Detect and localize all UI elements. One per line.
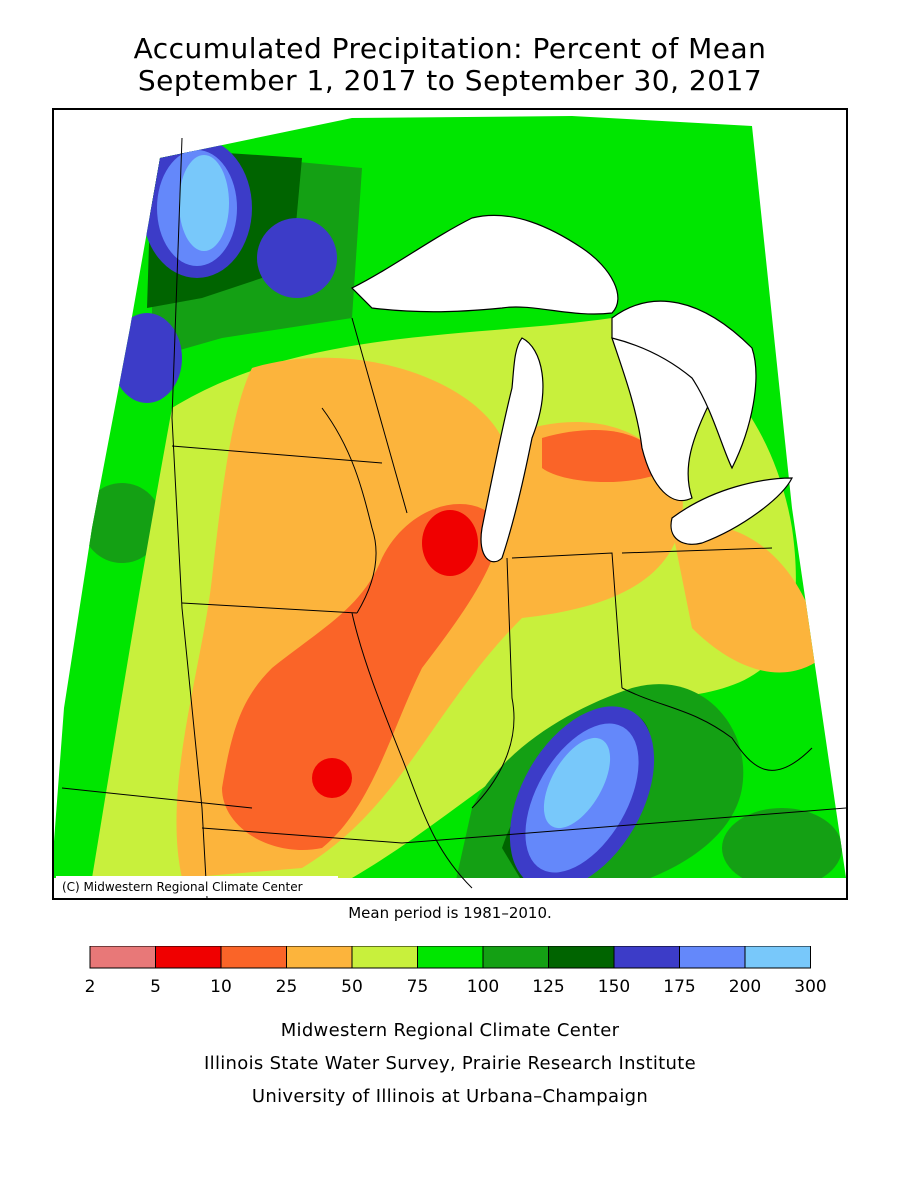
field-5-10-ia (312, 758, 352, 798)
border-wi-mn (351, 317, 408, 514)
precipitation-map: (C) Midwestern Regional Climate Center (52, 108, 848, 900)
legend-tick-label: 125 (532, 977, 564, 997)
legend-tick-label: 5 (150, 977, 161, 997)
legend-swatch (417, 946, 484, 969)
border-mississippi-north (321, 407, 377, 614)
legend-swatch (482, 946, 549, 969)
field-175-ne-mn (257, 218, 337, 298)
legend-tick-label: 2 (85, 977, 96, 997)
legend-tick-label: 25 (276, 977, 298, 997)
field-125-se (722, 808, 842, 878)
mean-period-note: Mean period is 1981–2010. (348, 904, 552, 922)
border-ks-mo (61, 787, 253, 809)
border-west-column (171, 137, 208, 899)
field-5-10-wi (422, 510, 478, 576)
field-175-w (112, 313, 182, 403)
border-ia-mo (181, 602, 358, 614)
copyright-text: (C) Midwestern Regional Climate Center (62, 880, 303, 894)
border-il-in (471, 557, 515, 809)
border-mississippi-south (351, 612, 473, 889)
lake-erie (670, 477, 793, 545)
legend-tick-label: 100 (467, 977, 499, 997)
legend-tick-label: 50 (341, 977, 363, 997)
field-10-25 (222, 504, 502, 850)
lake-superior (350, 214, 619, 315)
legend-tick-label: 200 (729, 977, 761, 997)
border-mn-ia-north (171, 445, 383, 464)
field-300-south (543, 737, 611, 829)
legend-swatch (548, 946, 615, 969)
field-125-w (82, 483, 162, 563)
field-25-50-oh (672, 524, 822, 673)
border-mo-ar (201, 827, 403, 844)
border-ky-tn (401, 807, 847, 844)
lake-michigan (480, 337, 544, 563)
legend-swatch (89, 946, 156, 969)
state-borders (61, 137, 847, 899)
map-title-line2: September 1, 2017 to September 30, 2017 (137, 64, 763, 97)
border-in-oh (511, 552, 623, 689)
field-300-nw (179, 155, 229, 251)
legend-swatch (286, 946, 353, 969)
legend-tick-label: 75 (407, 977, 429, 997)
legend-swatch (744, 946, 811, 969)
lake-huron-north (611, 300, 757, 470)
color-legend: 2 5 10 25 50 75 100 125 150 175 200 300 (85, 946, 827, 997)
legend-swatch (613, 946, 680, 969)
legend-tick-label: 150 (598, 977, 630, 997)
footer-line2: Illinois State Water Survey, Prairie Res… (204, 1053, 696, 1074)
border-oh-mi (621, 547, 773, 554)
legend-swatch (220, 946, 287, 969)
legend-tick-label: 300 (794, 977, 826, 997)
legend-tick-label: 10 (210, 977, 232, 997)
legend-labels: 2 5 10 25 50 75 100 125 150 175 200 300 (85, 977, 827, 997)
legend-swatch (351, 946, 418, 969)
copyright-box (56, 876, 338, 896)
footer-line3: University of Illinois at Urbana–Champai… (251, 1086, 649, 1107)
map-title-line1: Accumulated Precipitation: Percent of Me… (133, 32, 767, 65)
field-10-25-mi (542, 430, 662, 483)
great-lakes (350, 214, 793, 563)
footer-line1: Midwestern Regional Climate Center (280, 1020, 620, 1041)
legend-swatch (679, 946, 746, 969)
map-frame (52, 108, 848, 900)
border-ohio-river (621, 687, 813, 771)
legend-boxes (89, 946, 811, 969)
legend-swatch (155, 946, 222, 969)
legend-tick-label: 175 (663, 977, 695, 997)
